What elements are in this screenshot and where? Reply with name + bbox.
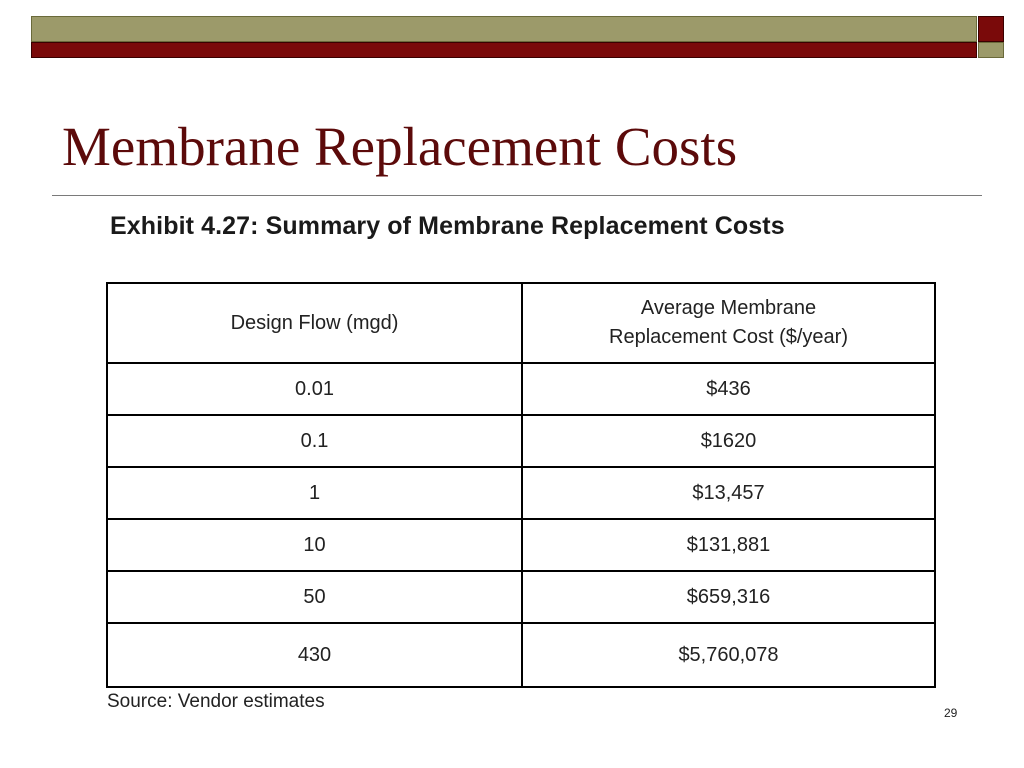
cell-replacement-cost: $131,881 xyxy=(521,518,936,572)
header-cost-line1: Average Membrane xyxy=(640,297,817,319)
cell-design-flow: 10 xyxy=(106,518,523,572)
table-row: 10 $131,881 xyxy=(106,518,936,572)
cell-replacement-cost: $5,760,078 xyxy=(521,622,936,688)
header-olive-band xyxy=(31,16,977,42)
membrane-cost-table: Design Flow (mgd) Average Membrane Replac… xyxy=(106,282,936,688)
cell-replacement-cost: $659,316 xyxy=(521,570,936,624)
header-replacement-cost: Average Membrane Replacement Cost ($/year… xyxy=(521,282,936,364)
table-row: 0.1 $1620 xyxy=(106,414,936,468)
exhibit-heading: Exhibit 4.27: Summary of Membrane Replac… xyxy=(110,212,785,240)
table-row: 0.01 $436 xyxy=(106,362,936,416)
header-maroon-band xyxy=(31,42,977,58)
cell-design-flow: 1 xyxy=(106,466,523,520)
cell-design-flow: 50 xyxy=(106,570,523,624)
cell-replacement-cost: $13,457 xyxy=(521,466,936,520)
cell-design-flow: 430 xyxy=(106,622,523,688)
corner-olive-square xyxy=(978,42,1004,58)
table-row: 1 $13,457 xyxy=(106,466,936,520)
cell-design-flow: 0.01 xyxy=(106,362,523,416)
table-header-row: Design Flow (mgd) Average Membrane Replac… xyxy=(106,282,936,364)
cell-design-flow: 0.1 xyxy=(106,414,523,468)
source-note: Source: Vendor estimates xyxy=(107,691,325,712)
title-divider xyxy=(52,195,982,196)
slide-title: Membrane Replacement Costs xyxy=(62,116,738,177)
corner-maroon-square xyxy=(978,16,1004,42)
slide-number: 29 xyxy=(944,706,958,720)
header-design-flow-label: Design Flow (mgd) xyxy=(230,311,399,334)
table-row: 430 $5,760,078 xyxy=(106,622,936,688)
header-cost-line2: Replacement Cost ($/year) xyxy=(609,326,848,348)
cell-replacement-cost: $1620 xyxy=(521,414,936,468)
table-row: 50 $659,316 xyxy=(106,570,936,624)
cell-replacement-cost: $436 xyxy=(521,362,936,416)
header-design-flow: Design Flow (mgd) xyxy=(106,282,523,364)
